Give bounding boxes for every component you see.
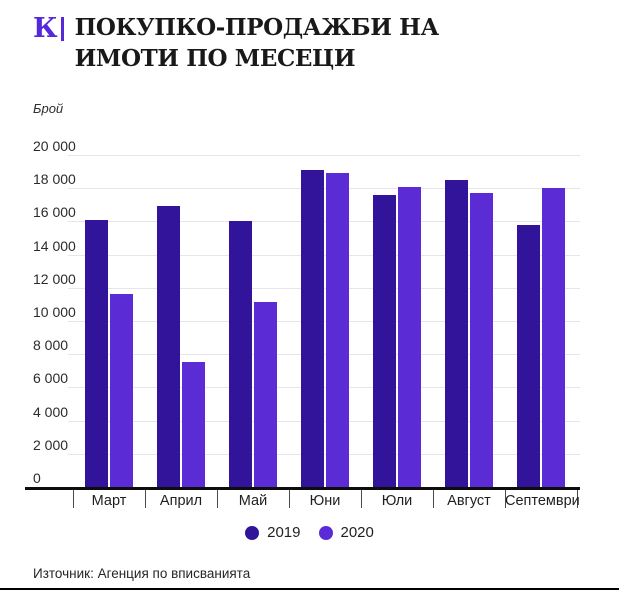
x-tick-label-Март: Март (91, 493, 127, 509)
bar-2020-Септември (542, 188, 565, 487)
bar-2019-Март (85, 219, 108, 487)
x-tick-label-Септември: Септември (505, 493, 580, 509)
bar-2020-Август (470, 193, 493, 487)
logo-letter: К (33, 13, 58, 44)
y-tick-label: 14 000 (33, 237, 76, 254)
y-gridline (68, 221, 580, 223)
x-tick (505, 490, 506, 508)
chart-legend: 2019 2020 (0, 524, 619, 541)
y-gridline (68, 254, 580, 256)
y-gridline (68, 155, 580, 156)
y-gridline (68, 354, 580, 356)
y-gridline (68, 321, 580, 322)
x-tick-label-Юли: Юли (381, 493, 413, 509)
y-axis-unit-label: Брой (33, 101, 64, 116)
y-gridline (68, 287, 580, 289)
bar-2020-Май (254, 301, 277, 487)
y-tick-label: 18 000 (33, 171, 76, 188)
bar-2019-Юни (301, 169, 324, 487)
legend-label: 2019 (267, 524, 301, 541)
bar-2019-Август (445, 179, 468, 487)
y-tick-label: 6 000 (33, 370, 69, 387)
bottom-divider (0, 588, 619, 590)
x-tick-label-Август: Август (447, 493, 491, 509)
capital-logo: К (33, 15, 64, 42)
x-tick (433, 490, 434, 508)
x-tick-label-Юни: Юни (309, 493, 341, 509)
bar-2020-Април (182, 361, 205, 487)
y-tick-label: 0 (33, 470, 41, 486)
y-gridline (68, 387, 580, 389)
y-tick-label: 16 000 (33, 204, 76, 221)
y-gridline (68, 420, 580, 422)
y-tick-label: 10 000 (33, 304, 76, 320)
bar-2019-Април (157, 206, 180, 487)
legend-item-2019: 2019 (245, 524, 301, 541)
y-tick-label: 4 000 (33, 403, 69, 420)
legend-item-2020: 2020 (318, 524, 374, 541)
x-tick (577, 490, 578, 508)
bar-2019-Юли (373, 194, 396, 487)
x-tick-label-Април: Април (159, 493, 203, 509)
bar-2019-Септември (517, 224, 540, 487)
chart-title: ПОКУПКО-ПРОДАЖБИ НА ИМОТИ ПО МЕСЕЦИ (74, 14, 440, 72)
y-gridline (68, 453, 580, 455)
y-gridline (68, 188, 580, 190)
x-tick (145, 490, 146, 508)
x-tick (73, 490, 74, 508)
legend-dot-icon (318, 525, 333, 540)
header: К ПОКУПКО-ПРОДАЖБИ НА ИМОТИ ПО МЕСЕЦИ (33, 12, 545, 74)
x-tick-label-Май: Май (238, 493, 268, 509)
x-tick (217, 490, 218, 508)
x-axis-line (25, 487, 580, 490)
bar-2020-Юли (398, 186, 421, 487)
y-tick-label: 8 000 (33, 337, 69, 354)
logo-bar-icon (60, 16, 64, 41)
y-tick-label: 12 000 (33, 270, 76, 287)
x-tick (361, 490, 362, 508)
bar-2020-Март (110, 293, 133, 487)
y-tick-label: 20 000 (33, 138, 76, 154)
y-tick-label: 2 000 (33, 436, 69, 453)
legend-dot-icon (245, 525, 260, 540)
x-tick (289, 490, 290, 508)
source-note: Източник: Агенция по вписванията (33, 566, 251, 581)
legend-label: 2020 (340, 524, 374, 541)
bar-2020-Юни (326, 173, 349, 487)
bar-2019-Май (229, 221, 252, 487)
